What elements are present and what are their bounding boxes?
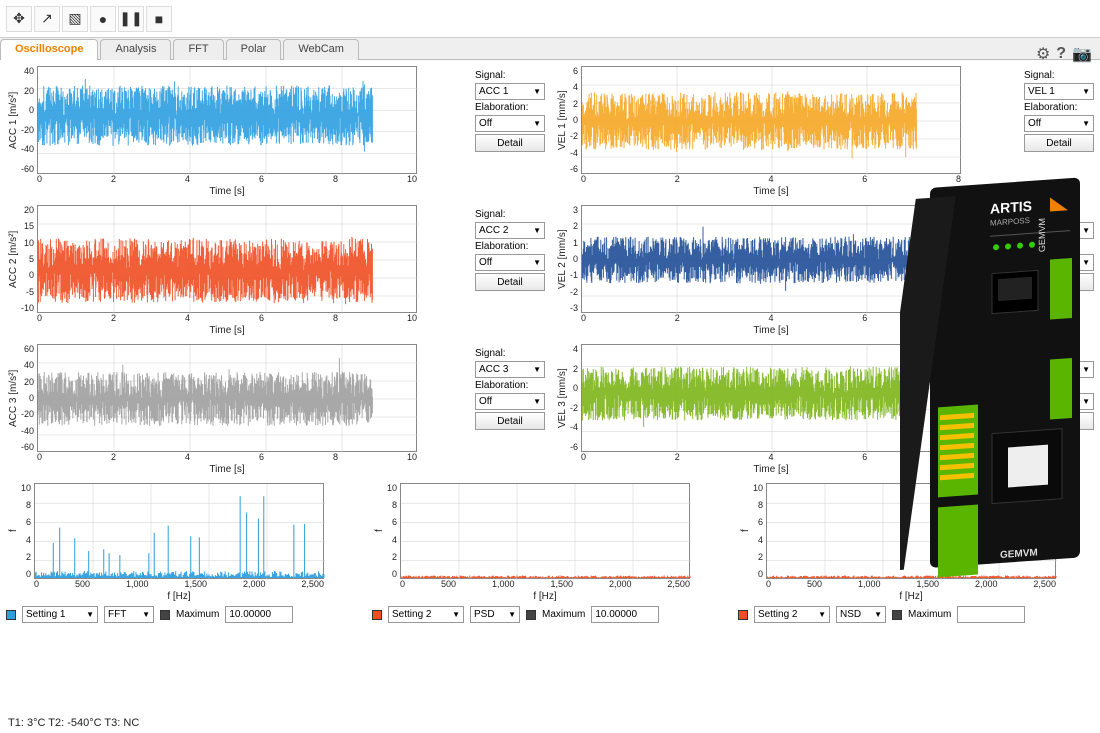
plot-vel2[interactable] [581, 205, 961, 313]
plot-acc2[interactable] [37, 205, 417, 313]
max-input-f2[interactable]: 10.00000 [591, 606, 659, 623]
tab-analysis[interactable]: Analysis [100, 39, 171, 60]
main-area: ACC 1 [m/s²] 40200-20-40-60 0246810 Time… [0, 60, 1100, 623]
pause-button[interactable]: ❚❚ [118, 6, 144, 32]
setting-select-f2[interactable]: Setting 2▼ [388, 606, 464, 623]
signal-select-acc2[interactable]: ACC 2▼ [475, 222, 545, 239]
plot-f2[interactable] [400, 483, 690, 579]
elaboration-select-vel2[interactable]: Off▼ [1024, 254, 1094, 271]
detail-button-acc3[interactable]: Detail [475, 412, 545, 430]
legend-f2: Setting 2▼ PSD▼ Maximum 10.00000 [372, 606, 728, 623]
detail-button-acc2[interactable]: Detail [475, 273, 545, 291]
elaboration-select-acc3[interactable]: Off▼ [475, 393, 545, 410]
ylabel-vel3: VEL 3 [mm/s] [555, 344, 570, 452]
tab-webcam[interactable]: WebCam [283, 39, 359, 60]
signal-select-vel3[interactable]: VEL 3▼ [1024, 361, 1094, 378]
plot-f3[interactable] [766, 483, 1056, 579]
status-bar: T1: 3°C T2: -540°C T3: NC [8, 717, 139, 729]
stop-button[interactable]: ■ [146, 6, 172, 32]
series-swatch [738, 610, 748, 620]
type-select-f2[interactable]: PSD▼ [470, 606, 520, 623]
signal-select-acc1[interactable]: ACC 1▼ [475, 83, 545, 100]
series-swatch [372, 610, 382, 620]
xlabel-acc2: Time [s] [37, 323, 417, 336]
signal-select-vel2[interactable]: VEL 2▼ [1024, 222, 1094, 239]
ylabel-vel2: VEL 2 [mm/s] [555, 205, 570, 313]
elaboration-select-vel3[interactable]: Off▼ [1024, 393, 1094, 410]
panel-vel2: VEL 2 [mm/s] 3210-1-2-3 02468 Time [s] S… [555, 205, 1094, 336]
controls-vel1: Signal: VEL 1▼ Elaboration: Off▼ Detail [1018, 66, 1094, 197]
elaboration-select-acc1[interactable]: Off▼ [475, 115, 545, 132]
series-swatch [6, 610, 16, 620]
plot-vel3[interactable] [581, 344, 961, 452]
setting-select-f3[interactable]: Setting 2▼ [754, 606, 830, 623]
elaboration-select-vel1[interactable]: Off▼ [1024, 115, 1094, 132]
panel-vel1: VEL 1 [mm/s] 6420-2-4-6 02468 Time [s] S… [555, 66, 1094, 197]
controls-acc3: Signal: ACC 3▼ Elaboration: Off▼ Detail [469, 344, 545, 475]
toolbar: ✥ ↗ ▧ ● ❚❚ ■ [0, 0, 1100, 38]
freq-panel-f1: f 1086420 05001,0001,5002,0002,500 f [Hz… [6, 483, 362, 623]
record-button[interactable]: ● [90, 6, 116, 32]
elaboration-select-acc2[interactable]: Off▼ [475, 254, 545, 271]
legend-f1: Setting 1▼ FFT▼ Maximum 10.00000 [6, 606, 362, 623]
max-swatch [892, 610, 902, 620]
max-swatch [160, 610, 170, 620]
xlabel-acc1: Time [s] [37, 184, 417, 197]
tab-fft[interactable]: FFT [173, 39, 223, 60]
xlabel-acc3: Time [s] [37, 462, 417, 475]
max-input-f1[interactable]: 10.00000 [225, 606, 293, 623]
time-panels-grid: ACC 1 [m/s²] 40200-20-40-60 0246810 Time… [6, 66, 1094, 475]
freq-panel-f3: f 1086420 05001,0001,5002,0002,500 f [Hz… [738, 483, 1094, 623]
detail-button-vel3[interactable]: Detail [1024, 412, 1094, 430]
panel-acc3: ACC 3 [m/s²] 6040200-20-40-60 0246810 Ti… [6, 344, 545, 475]
controls-vel3: Signal: VEL 3▼ Elaboration: Off▼ Detail [1018, 344, 1094, 475]
controls-acc1: Signal: ACC 1▼ Elaboration: Off▼ Detail [469, 66, 545, 197]
move-tool-button[interactable]: ✥ [6, 6, 32, 32]
signal-select-vel1[interactable]: VEL 1▼ [1024, 83, 1094, 100]
detail-button-vel2[interactable]: Detail [1024, 273, 1094, 291]
panel-acc2: ACC 2 [m/s²] 20151050-5-10 0246810 Time … [6, 205, 545, 336]
plot-f1[interactable] [34, 483, 324, 579]
plot-vel1[interactable] [581, 66, 961, 174]
xlabel-vel1: Time [s] [581, 184, 961, 197]
freq-panel-f2: f 1086420 05001,0001,5002,0002,500 f [Hz… [372, 483, 728, 623]
max-swatch [526, 610, 536, 620]
export-button[interactable]: ↗ [34, 6, 60, 32]
plot-acc3[interactable] [37, 344, 417, 452]
panel-acc1: ACC 1 [m/s²] 40200-20-40-60 0246810 Time… [6, 66, 545, 197]
type-select-f1[interactable]: FFT▼ [104, 606, 154, 623]
plot-acc1[interactable] [37, 66, 417, 174]
ylabel-vel1: VEL 1 [mm/s] [555, 66, 570, 174]
signal-select-acc3[interactable]: ACC 3▼ [475, 361, 545, 378]
app-window: ✥ ↗ ▧ ● ❚❚ ■ ⚙ ? 📷 OscilloscopeAnalysisF… [0, 0, 1100, 733]
tab-oscilloscope[interactable]: Oscilloscope [0, 39, 98, 60]
panel-vel3: VEL 3 [mm/s] 420-2-4-6 02468 Time [s] Si… [555, 344, 1094, 475]
tab-bar: OscilloscopeAnalysisFFTPolarWebCam [0, 38, 1100, 60]
controls-vel2: Signal: VEL 2▼ Elaboration: Off▼ Detail [1018, 205, 1094, 336]
setting-select-f1[interactable]: Setting 1▼ [22, 606, 98, 623]
type-select-f3[interactable]: NSD▼ [836, 606, 886, 623]
ylabel-acc1: ACC 1 [m/s²] [6, 66, 21, 174]
controls-acc2: Signal: ACC 2▼ Elaboration: Off▼ Detail [469, 205, 545, 336]
snapshot-button[interactable]: ▧ [62, 6, 88, 32]
detail-button-acc1[interactable]: Detail [475, 134, 545, 152]
detail-button-vel1[interactable]: Detail [1024, 134, 1094, 152]
xlabel-vel3: Time [s] [581, 462, 961, 475]
legend-f3: Setting 2▼ NSD▼ Maximum [738, 606, 1094, 623]
xlabel-vel2: Time [s] [581, 323, 961, 336]
freq-panels-row: f 1086420 05001,0001,5002,0002,500 f [Hz… [6, 483, 1094, 623]
tab-polar[interactable]: Polar [226, 39, 282, 60]
ylabel-acc3: ACC 3 [m/s²] [6, 344, 21, 452]
ylabel-acc2: ACC 2 [m/s²] [6, 205, 21, 313]
max-input-f3[interactable] [957, 606, 1025, 623]
